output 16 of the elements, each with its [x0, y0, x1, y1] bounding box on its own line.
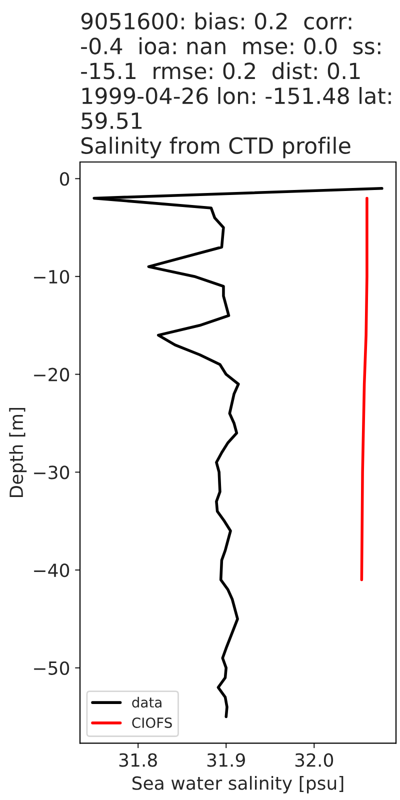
x-tick-label: 31.9	[207, 753, 245, 767]
legend-label: CIOFS	[132, 718, 172, 728]
y-tick-label: 0	[60, 172, 70, 186]
x-tick-label: 31.8	[119, 753, 157, 767]
y-tick-label: −40	[34, 563, 70, 578]
y-axis-title: Depth [m]	[9, 408, 27, 498]
line-series	[92, 187, 384, 718]
legend-label: data	[132, 696, 162, 708]
y-tick-label: −30	[34, 466, 70, 480]
x-tick-label: 32.0	[295, 753, 334, 767]
line-series	[360, 196, 368, 582]
x-axis-title: Sea water salinity [psu]	[132, 776, 344, 794]
y-tick-label: −50	[34, 661, 70, 675]
y-tick-label: −20	[34, 368, 70, 382]
y-tick-label: −10	[34, 270, 70, 284]
chart-title: 9051600: bias: 0.2 corr: -0.4 ioa: nan mse: 0.0 ss: -15.1 rmse: 0.2 dist: 0.1 1999-04-26 lon: -151.48 lat: 59.51 Salinity from CTD profile	[81, 12, 391, 158]
